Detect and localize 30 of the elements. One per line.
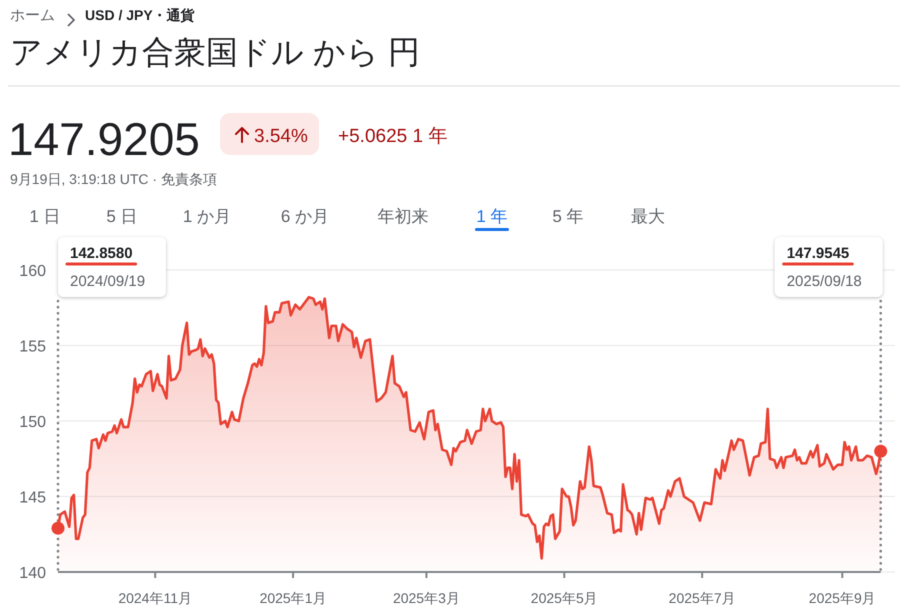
x-tick-label: 2025年5月 [530,590,598,606]
text: 1 日 [29,207,61,226]
x-tick-label: 2025年3月 [392,590,460,606]
text: +5.0625 1 年 [338,126,448,147]
text: ホーム [10,7,55,24]
text: 6 か月 [280,207,330,226]
y-tick-label: 145 [19,490,46,506]
text: 3.54% [254,126,308,147]
x-tick-label: 2025年1月 [260,590,327,606]
x-tick-label: 2025年9月 [808,590,876,606]
text: 142.8580 [70,245,133,262]
x-tick-label: 2025年7月 [668,590,736,606]
y-tick-label: 155 [19,338,46,356]
text: 147.9545 [786,245,850,262]
y-tick-label: 150 [19,414,46,431]
text: 9月19日, 3:19:18 UTC · 免責条項 [10,171,217,187]
x-tick-label: 2024年11月 [118,590,192,606]
text: 年初来 [378,207,428,226]
text: USD / JPY・通貨 [85,7,195,23]
annotation: 2024/09/19 [70,273,146,290]
text: 1 年 [476,207,508,226]
text: 5 年 [552,207,584,226]
text: 5 日 [106,207,138,226]
text: 最大 [631,207,665,226]
text: 1 か月 [182,207,232,226]
y-tick-label: 140 [19,565,46,582]
chart-title: アメリカ合衆国ドル から 円 [10,34,420,70]
annotation: 2025/09/18 [786,273,862,290]
text: 147.9205 [8,113,200,165]
y-tick-label: 160 [19,263,46,280]
